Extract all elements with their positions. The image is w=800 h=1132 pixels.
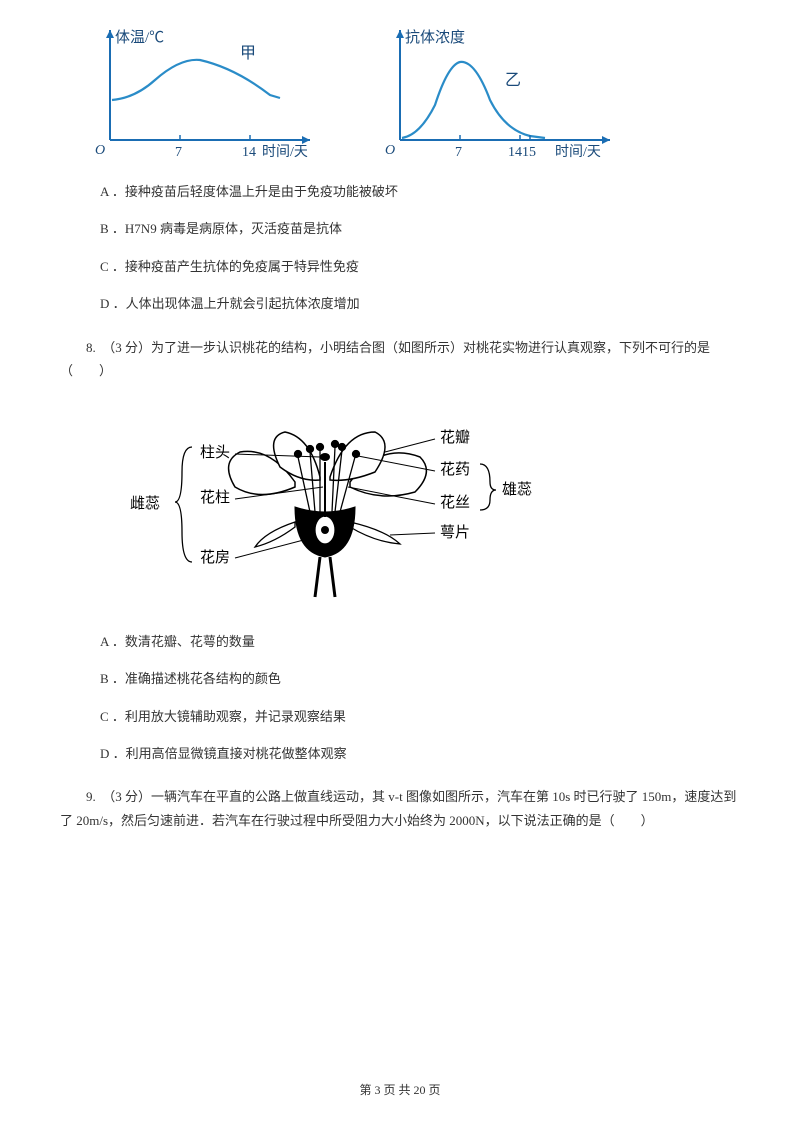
- q8-option-b: B ．准确描述桃花各结构的颜色: [100, 667, 740, 690]
- q7-option-c: C ．接种疫苗产生抗体的免疫属于特异性免疫: [100, 255, 740, 278]
- chart2-xlabel: 时间/天: [555, 144, 601, 160]
- chart1-origin: O: [95, 143, 105, 158]
- q8-text: 8. （3 分）为了进一步认识桃花的结构，小明结合图（如图所示）对桃花实物进行认…: [60, 336, 740, 383]
- label-xiongrui: 雄蕊: [502, 481, 532, 498]
- q8-option-a: A ．数清花瓣、花萼的数量: [100, 630, 740, 653]
- chart1-curve-label: 甲: [240, 45, 256, 62]
- q8-option-c: C ．利用放大镜辅助观察，并记录观察结果: [100, 705, 740, 728]
- chart2-curve-label: 乙: [505, 72, 521, 89]
- q7-option-b: B ．H7N9 病毒是病原体，灭活疫苗是抗体: [100, 217, 740, 240]
- chart-temperature: 体温/℃ 甲 O 7 14 时间/天: [80, 20, 330, 160]
- label-huasi: 花丝: [440, 494, 470, 511]
- label-epian: 萼片: [440, 524, 470, 541]
- chart1-ylabel: 体温/℃: [115, 29, 164, 46]
- q9-text: 9. （3 分）一辆汽车在平直的公路上做直线运动，其 v-t 图像如图所示，汽车…: [60, 785, 740, 832]
- chart1-tick14: 14: [242, 145, 256, 160]
- charts-row: 体温/℃ 甲 O 7 14 时间/天 抗体浓度 乙 O 7 1415 时间/天: [80, 20, 740, 160]
- chart2-origin: O: [385, 143, 395, 158]
- label-cirui: 雌蕊: [130, 495, 160, 512]
- q7-option-a: A ．接种疫苗后轻度体温上升是由于免疫功能被破坏: [100, 180, 740, 203]
- q7-option-d: D ．人体出现体温上升就会引起抗体浓度增加: [100, 292, 740, 315]
- chart2-ylabel: 抗体浓度: [405, 29, 465, 46]
- label-huayao: 花药: [440, 461, 470, 478]
- chart1-xlabel: 时间/天: [262, 144, 308, 160]
- chart1-tick7: 7: [175, 145, 182, 160]
- flower-diagram: 柱头 花柱 花房 雌蕊 花瓣 花药 花丝 萼片 雄蕊: [120, 402, 740, 609]
- page-footer: 第 3 页 共 20 页: [0, 1080, 800, 1102]
- label-huaban: 花瓣: [440, 429, 470, 446]
- q8-option-d: D ．利用高倍显微镜直接对桃花做整体观察: [100, 742, 740, 765]
- label-zhutou: 柱头: [200, 444, 230, 461]
- label-huazhu: 花柱: [200, 489, 230, 506]
- chart2-tick1415: 1415: [508, 145, 536, 160]
- chart2-tick7: 7: [455, 145, 462, 160]
- chart-antibody: 抗体浓度 乙 O 7 1415 时间/天: [370, 20, 630, 160]
- label-huafang: 花房: [200, 549, 230, 566]
